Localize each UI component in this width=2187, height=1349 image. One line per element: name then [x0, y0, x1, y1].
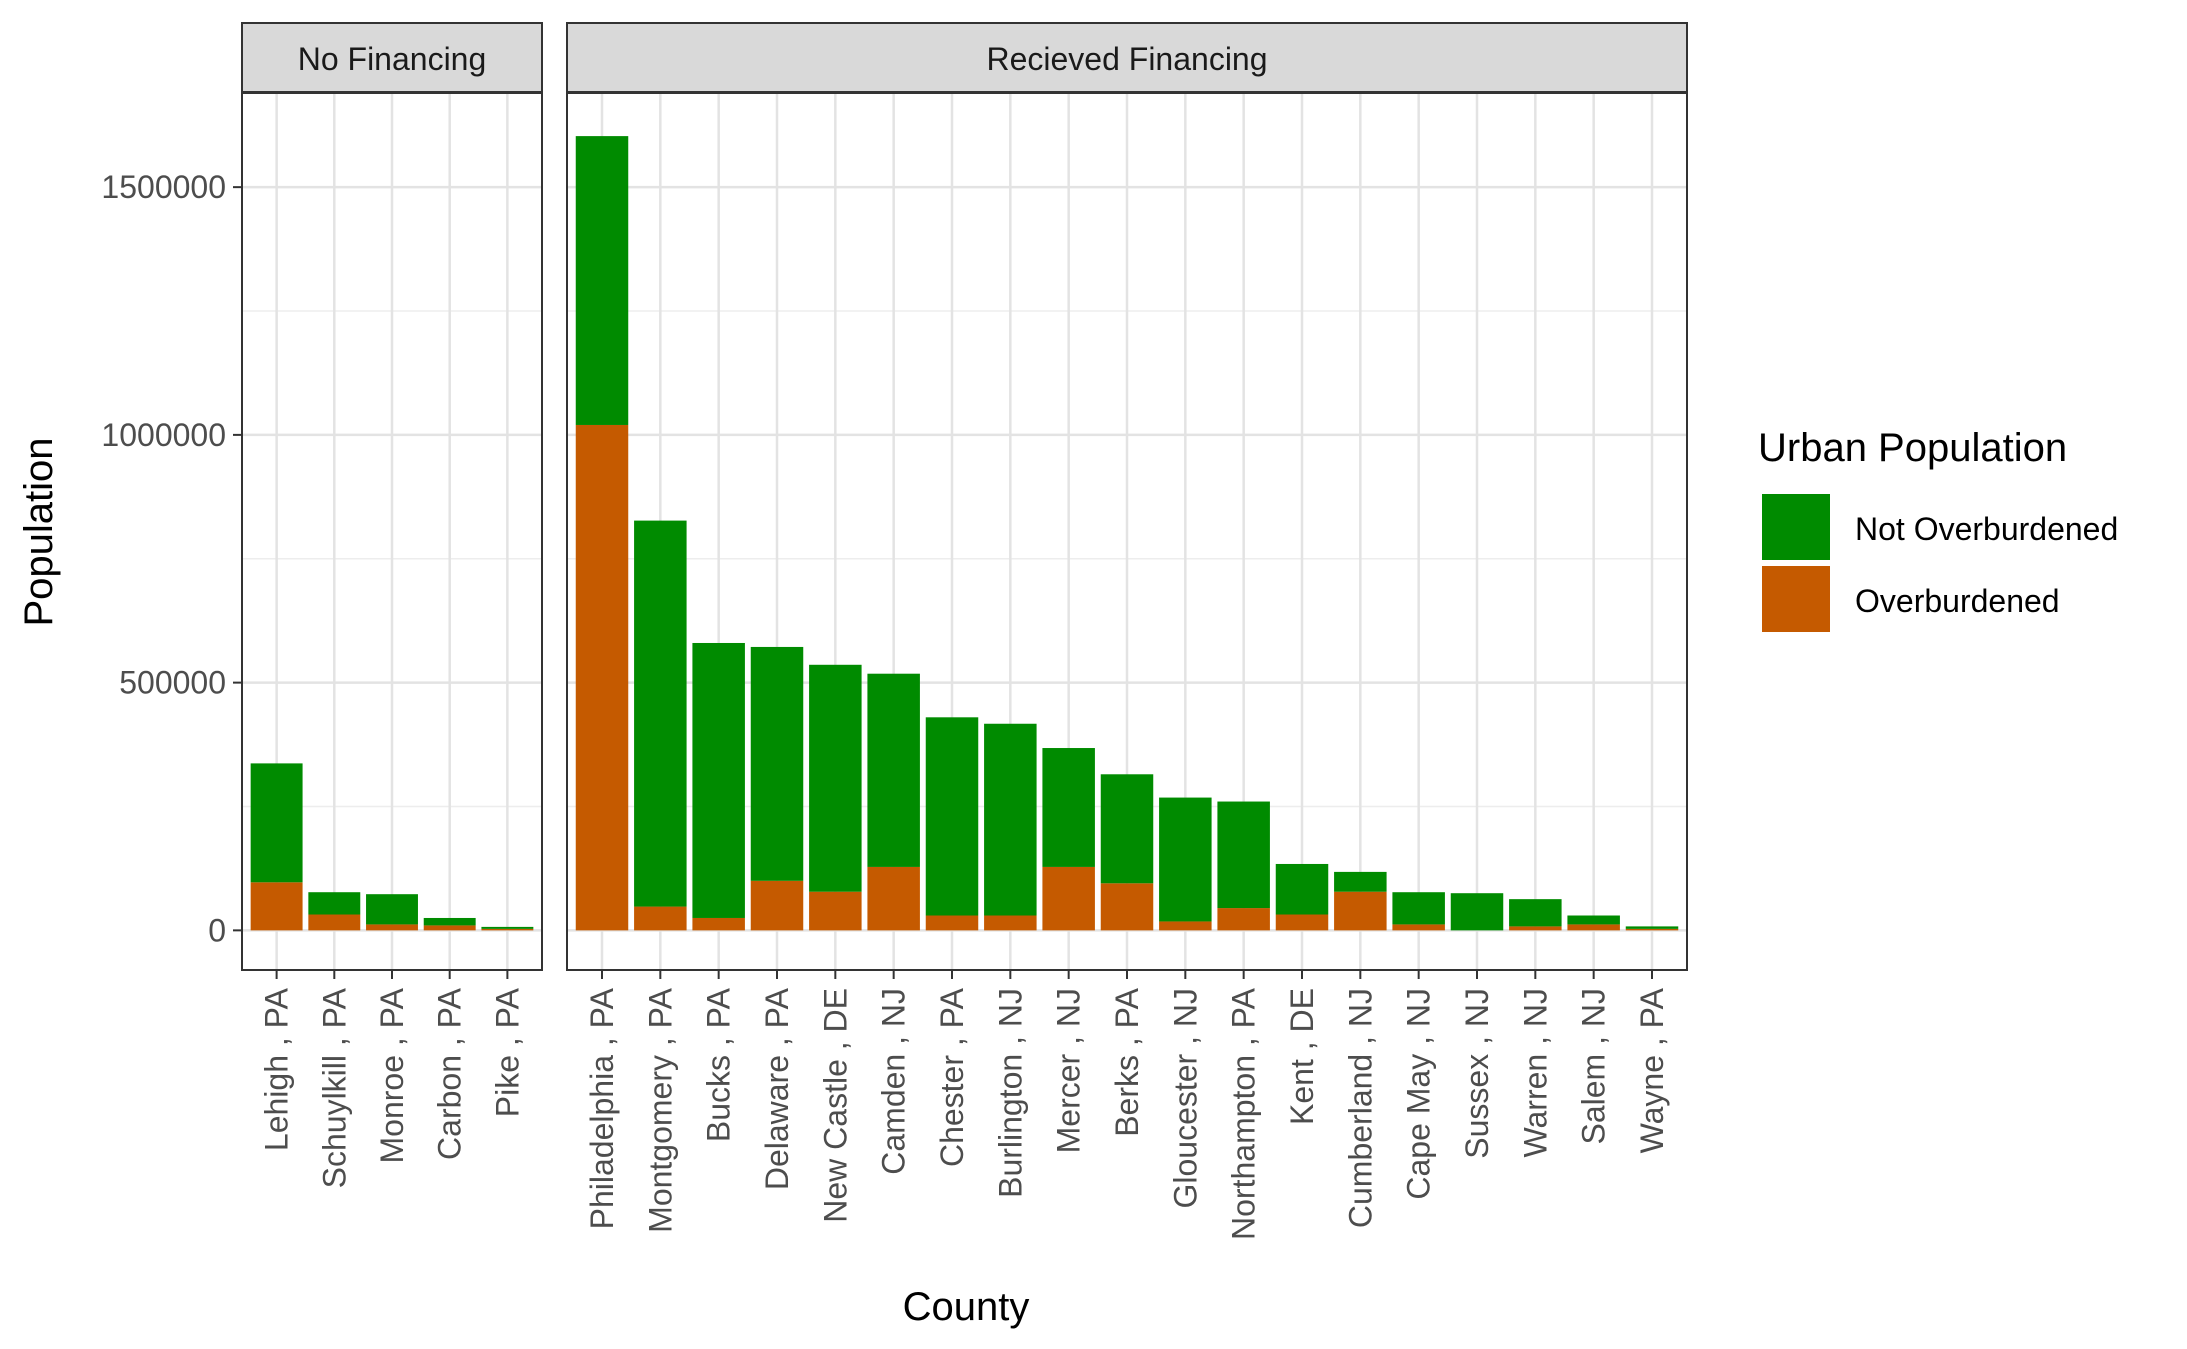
bar-philadelphia-pa-not-overburdened [575, 136, 629, 425]
x-tick-label: Salem , NJ [1576, 988, 1612, 1144]
x-tick-label: Berks , PA [1109, 987, 1145, 1136]
x-tick-label: Schuylkill , PA [316, 987, 352, 1188]
bar-carbon-pa-overburdened [423, 925, 476, 931]
facet-strip [566, 22, 1688, 93]
x-tick-label: Camden , NJ [876, 988, 912, 1175]
x-tick-label: Philadelphia , PA [584, 987, 620, 1229]
panel-recieved-financing: Recieved Financing Philadelphia , PA Montg… [566, 22, 1688, 1240]
bar-warren-nj-overburdened [1509, 926, 1562, 931]
bar-salem-nj-not-overburdened [1567, 915, 1620, 925]
x-tick-label: Mercer , NJ [1051, 988, 1087, 1153]
x-tick-label: Northampton , PA [1226, 987, 1262, 1240]
x-tick-label: Monroe , PA [374, 987, 410, 1163]
bar-kent-de-overburdened [1275, 914, 1329, 931]
bar-bucks-pa-overburdened [692, 917, 745, 931]
facet-strip-label: Recieved Financing [986, 41, 1267, 77]
y-tick-label: 500000 [119, 665, 226, 701]
x-tick-label: Kent , DE [1284, 988, 1320, 1125]
bar-kent-de-not-overburdened [1275, 863, 1329, 915]
x-tick-label: Bucks , PA [701, 987, 737, 1142]
x-tick-label: Lehigh , PA [259, 987, 295, 1151]
x-tick-label: New Castle , DE [817, 988, 853, 1223]
y-tick-label: 0 [208, 912, 226, 948]
bar-delaware-pa-not-overburdened [750, 646, 804, 881]
x-tick-label: Cape May , NJ [1401, 988, 1437, 1200]
bar-cape-may-nj-overburdened [1392, 924, 1445, 931]
legend-title: Urban Population [1758, 426, 2067, 470]
bar-mercer-nj-overburdened [1042, 866, 1095, 931]
bar-lehigh-pa-not-overburdened [250, 763, 303, 883]
bar-burlington-nj-overburdened [984, 915, 1037, 931]
legend: Urban Population Not Overburdened Overbu… [1758, 426, 2118, 632]
bar-new-castle-de-overburdened [809, 891, 862, 931]
bar-wayne-pa-not-overburdened [1625, 926, 1679, 929]
legend-label-not-overburdened: Not Overburdened [1855, 511, 2118, 547]
bar-monroe-pa-overburdened [366, 924, 418, 931]
bar-northampton-pa-not-overburdened [1217, 801, 1270, 909]
bar-pike-pa-overburdened [481, 928, 534, 931]
bar-bucks-pa-not-overburdened [692, 642, 745, 918]
y-tick-label: 1500000 [101, 169, 226, 205]
legend-key-not-overburdened [1762, 494, 1830, 560]
x-tick-label: Gloucester , NJ [1167, 988, 1203, 1209]
bar-mercer-nj-not-overburdened [1042, 748, 1095, 867]
bar-camden-nj-overburdened [867, 866, 920, 931]
x-axis-title: County [903, 1285, 1030, 1329]
facet-strip-label: No Financing [298, 41, 487, 77]
x-tick-label: Cumberland , NJ [1342, 988, 1378, 1228]
bar-warren-nj-not-overburdened [1509, 899, 1562, 927]
bar-burlington-nj-not-overburdened [984, 723, 1037, 916]
bar-northampton-pa-overburdened [1217, 908, 1270, 931]
x-tick-label: Wayne , PA [1634, 987, 1670, 1153]
bar-gloucester-nj-overburdened [1159, 921, 1212, 931]
bar-pike-pa-not-overburdened [481, 926, 534, 929]
bar-chester-pa-not-overburdened [925, 717, 979, 916]
bar-montgomery-pa-overburdened [634, 906, 687, 931]
x-tick-label: Chester , PA [934, 987, 970, 1167]
bar-wayne-pa-overburdened [1625, 928, 1679, 931]
legend-key-overburdened [1762, 566, 1830, 632]
bar-chester-pa-overburdened [925, 915, 979, 931]
bar-monroe-pa-not-overburdened [366, 894, 418, 925]
bar-cumberland-nj-not-overburdened [1334, 871, 1387, 892]
x-tick-label: Pike , PA [489, 987, 525, 1117]
bar-lehigh-pa-overburdened [250, 882, 303, 931]
bar-new-castle-de-not-overburdened [809, 664, 862, 892]
x-tick-label: Warren , NJ [1517, 988, 1553, 1158]
y-tick-label: 1000000 [101, 417, 226, 453]
bar-montgomery-pa-not-overburdened [634, 520, 687, 907]
bar-camden-nj-not-overburdened [867, 673, 920, 867]
bar-carbon-pa-not-overburdened [423, 917, 476, 926]
bar-berks-pa-not-overburdened [1100, 774, 1154, 884]
bar-cape-may-nj-not-overburdened [1392, 892, 1445, 925]
bar-gloucester-nj-not-overburdened [1159, 797, 1212, 922]
x-tick-label: Sussex , NJ [1459, 988, 1495, 1159]
panel-no-financing: No Financing Lehigh , PA Schuylkill , PA Mo… [241, 22, 543, 1188]
bar-schuylkill-pa-overburdened [308, 914, 361, 931]
bar-salem-nj-overburdened [1567, 924, 1620, 931]
legend-label-overburdened: Overburdened [1855, 583, 2060, 619]
bar-sussex-nj-not-overburdened [1450, 893, 1504, 931]
y-axis-title: Population [17, 437, 61, 626]
bar-philadelphia-pa-overburdened [575, 424, 629, 931]
bar-delaware-pa-overburdened [750, 880, 804, 931]
x-tick-label: Montgomery , PA [642, 987, 678, 1232]
x-tick-label: Burlington , NJ [992, 988, 1028, 1198]
x-tick-label: Carbon , PA [432, 987, 468, 1160]
bar-cumberland-nj-overburdened [1334, 891, 1387, 931]
bar-schuylkill-pa-not-overburdened [308, 892, 361, 915]
x-tick-label: Delaware , PA [759, 987, 795, 1190]
panels-layer: No Financing Lehigh , PA Schuylkill , PA Mo… [101, 22, 1688, 1240]
bar-berks-pa-overburdened [1100, 883, 1154, 931]
facet-strip [241, 22, 543, 93]
